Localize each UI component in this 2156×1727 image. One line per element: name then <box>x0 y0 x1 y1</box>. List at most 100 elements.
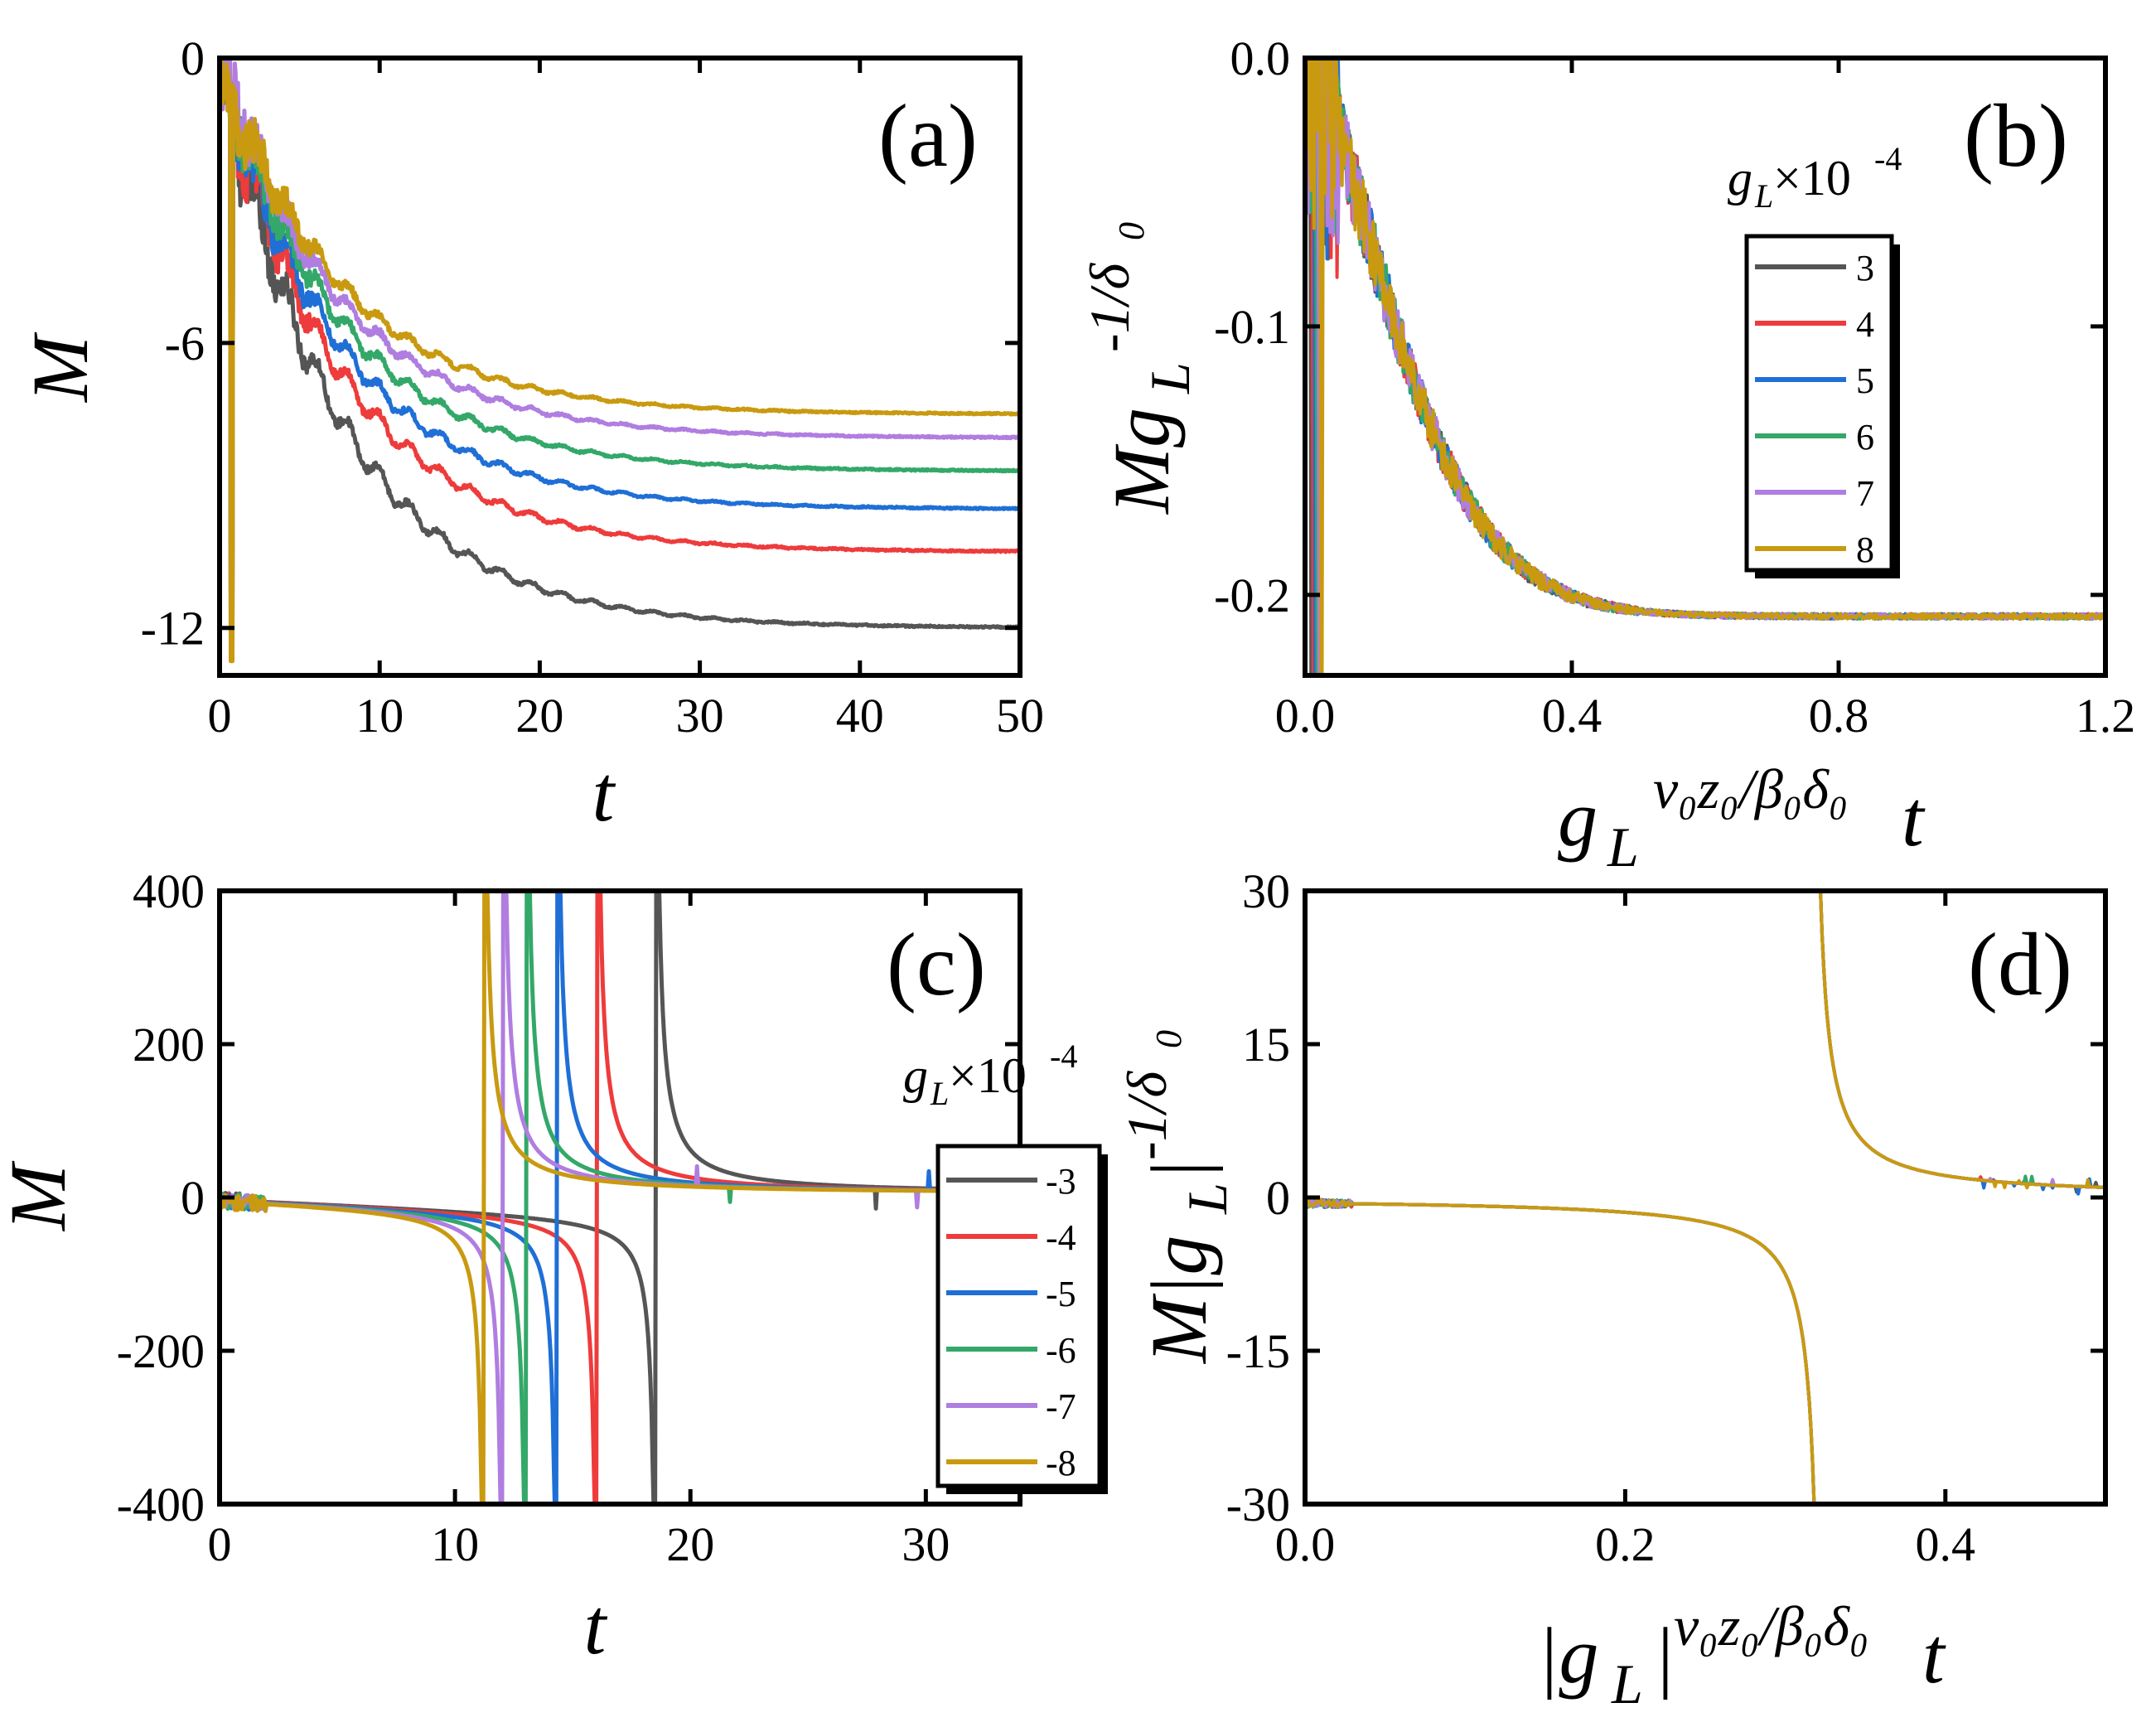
y-tick-label: -0.1 <box>1214 300 1290 354</box>
x-tick-label: 10 <box>355 689 404 743</box>
series-jump--8 <box>481 891 487 1504</box>
series-line-7 <box>220 58 1020 650</box>
d-xlabel-t: t <box>1922 1611 1946 1700</box>
series-line--5-pre <box>220 1192 557 1504</box>
legend-c-label--8: -8 <box>1046 1443 1076 1483</box>
x-tick-label: 20 <box>666 1517 714 1571</box>
series-line-c5-pre <box>1305 1198 1816 1504</box>
legend-c-label--5: -5 <box>1046 1274 1076 1314</box>
x-tick-label: 0.0 <box>1275 1517 1336 1571</box>
series-jump--3 <box>653 891 659 1504</box>
series-line--7-pre <box>220 1192 503 1504</box>
d-ylabel-sub: L <box>1176 1183 1239 1215</box>
y-tick-label: -15 <box>1226 1324 1290 1378</box>
d-xlabel: |g L | ν₀z₀/β₀δ₀ t <box>1537 1594 1946 1715</box>
x-tick-label: 0 <box>208 1517 232 1571</box>
series-jump--7 <box>500 891 505 1504</box>
c-ylabel: M <box>0 1160 82 1232</box>
series-line-c8-post <box>1819 891 2105 1190</box>
x-tick-label: 0.0 <box>1275 689 1336 743</box>
legend-c-box <box>935 1144 1102 1488</box>
series-line-6 <box>220 58 1020 635</box>
y-tick-label: -12 <box>141 602 205 655</box>
b-xlabel-sup: ν₀z₀/β₀δ₀ <box>1653 757 1849 820</box>
y-tick-label: 400 <box>133 864 205 918</box>
y-tick-label: -0.2 <box>1214 568 1290 622</box>
legend-c-label--3: -3 <box>1046 1161 1076 1202</box>
series-line--4-pre <box>220 1191 597 1504</box>
d-xlabel-main: |g <box>1537 1611 1598 1700</box>
series-line-3 <box>220 58 1020 631</box>
legend-c-title-sub: L <box>930 1075 949 1112</box>
d-xlabel-bar: | <box>1653 1611 1675 1700</box>
x-tick-label: 0.8 <box>1809 689 1869 743</box>
series-line--8-pre <box>220 1192 484 1504</box>
y-tick-label: 0 <box>1266 1171 1290 1225</box>
series-line-c3-pre <box>1305 1198 1816 1504</box>
series-line-c7-pre <box>1305 1197 1816 1504</box>
x-tick-label: 50 <box>996 689 1044 743</box>
b-ylabel-sup-sub: 0 <box>1111 222 1152 240</box>
legend-c-label--7: -7 <box>1046 1386 1076 1427</box>
legend-c-label--4: -4 <box>1046 1217 1076 1258</box>
series-line--8-post <box>485 891 950 1193</box>
y-tick-label: 30 <box>1242 864 1290 918</box>
y-tick-label: -30 <box>1226 1478 1290 1531</box>
legend-c: g L ×10 -4 -3 -4 -5 -6 -7 -8 <box>903 1038 1108 1494</box>
y-tick-label: 0.0 <box>1230 31 1291 85</box>
y-tick-label: -400 <box>117 1478 205 1531</box>
y-tick-label: -6 <box>165 317 205 370</box>
d-xlabel-sup: ν₀z₀/β₀δ₀ <box>1674 1594 1869 1657</box>
legend-c-label--6: -6 <box>1046 1330 1076 1371</box>
legend-b-title-sup: -4 <box>1874 140 1902 177</box>
legend-b-label-6: 6 <box>1856 417 1874 457</box>
plot-frame-a <box>217 56 1022 678</box>
x-tick-label: 0 <box>208 689 232 743</box>
y-tick-label: -200 <box>117 1324 205 1378</box>
x-tick-label: 0.4 <box>1542 689 1602 743</box>
legend-c-title-mul: ×10 <box>949 1048 1027 1103</box>
series-line-c6-pre <box>1305 1198 1816 1504</box>
panel-label-d: (d) <box>1968 916 2072 1014</box>
a-ylabel: M <box>16 331 104 404</box>
legend-b-title-mul: ×10 <box>1773 151 1851 206</box>
b-xlabel: g L ν₀z₀/β₀δ₀ t <box>1558 757 1926 878</box>
b-xlabel-sub: L <box>1607 815 1639 878</box>
b-xlabel-main: g <box>1558 774 1598 863</box>
a-xlabel: t <box>592 749 616 838</box>
x-tick-label: 0.4 <box>1916 1517 1976 1571</box>
y-tick-label: 0 <box>181 31 205 85</box>
panel-label-c: (c) <box>887 916 986 1014</box>
series-jump--6 <box>523 891 529 1504</box>
y-tick-label: 200 <box>133 1018 205 1072</box>
b-ylabel-main: Mg <box>1097 408 1186 515</box>
x-tick-label: 10 <box>431 1517 479 1571</box>
x-tick-label: 0.2 <box>1595 1517 1656 1571</box>
series-line-c4-pre <box>1305 1197 1816 1504</box>
legend-b-label-5: 5 <box>1856 360 1874 401</box>
series-line-8 <box>1305 58 2105 675</box>
b-ylabel: Mg L -1/δ 0 <box>1078 222 1201 515</box>
d-ylabel-bar: | <box>1134 1159 1223 1181</box>
panel-a: 0 10 20 30 40 50 0 -6 -12 (a) M t <box>16 31 1044 838</box>
legend-c-title-main: g <box>903 1048 928 1103</box>
d-xlabel-sub: L <box>1611 1652 1643 1715</box>
y-tick-label: 0 <box>181 1171 205 1225</box>
d-ylabel: M|g L | -1/δ 0 <box>1115 1030 1239 1365</box>
d-ylabel-sup: -1/δ <box>1115 1070 1178 1160</box>
panel-label-a: (a) <box>878 87 978 186</box>
c-xlabel: t <box>584 1582 608 1671</box>
x-tick-label: 30 <box>676 689 724 743</box>
series-line-4 <box>220 58 1020 607</box>
legend-b: g L ×10 -4 3 4 5 6 7 8 <box>1728 140 1902 578</box>
plot-frame-b <box>1303 56 2108 678</box>
b-xlabel-t: t <box>1902 774 1926 863</box>
legend-b-box <box>1744 234 1894 573</box>
legend-b-label-4: 4 <box>1856 304 1874 345</box>
series-line-c8-pre <box>1305 1197 1816 1504</box>
x-tick-label: 30 <box>902 1517 950 1571</box>
panel-b: 0.0 0.4 0.8 1.20.0-0.1-0.2 (b) Mg L -1/δ 0 … <box>1078 31 2135 878</box>
legend-b-title-main: g <box>1728 151 1752 206</box>
